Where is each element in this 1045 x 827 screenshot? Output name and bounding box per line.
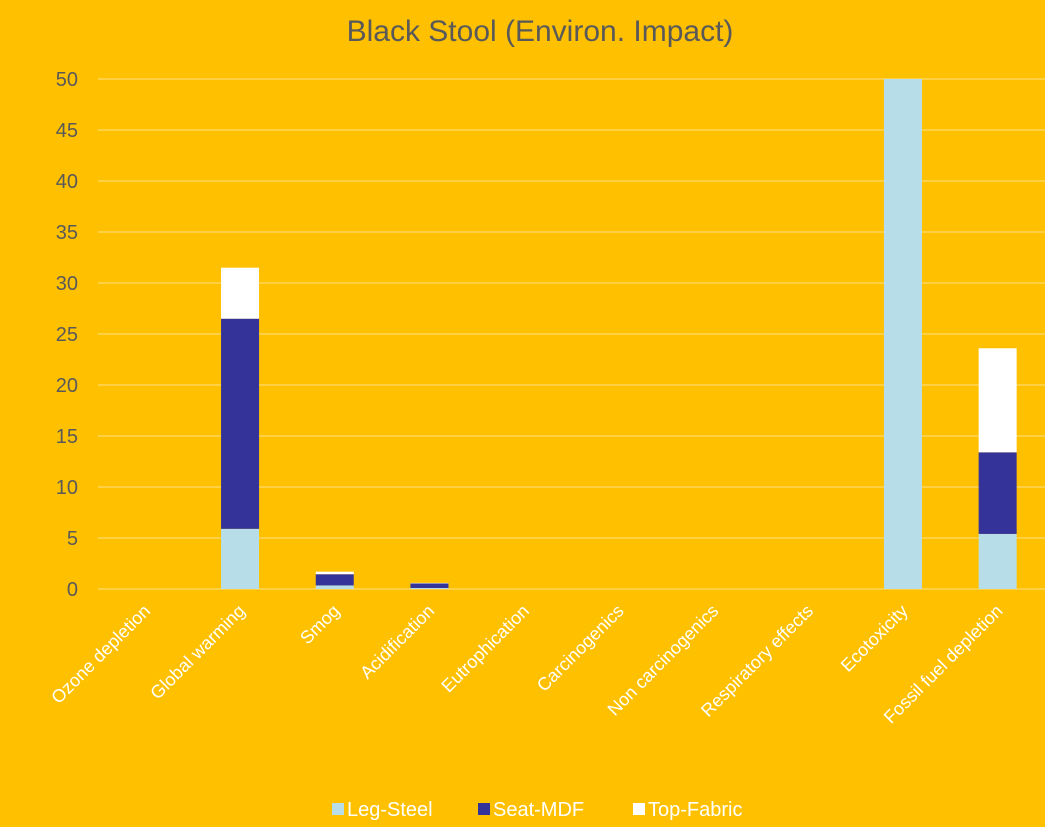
bar-segment bbox=[883, 79, 922, 589]
bar-segment bbox=[410, 587, 449, 589]
legend-label: Top-Fabric bbox=[648, 799, 742, 821]
y-tick-label: 5 bbox=[67, 528, 78, 550]
bar-segment bbox=[978, 348, 1017, 453]
legend-swatch bbox=[633, 803, 645, 815]
bar-segment bbox=[315, 571, 354, 575]
y-tick-label: 30 bbox=[56, 273, 78, 295]
bar-segment bbox=[410, 583, 449, 588]
x-tick-label: Ecotoxicity bbox=[837, 601, 912, 676]
legend: Leg-Steel Seat-MDF Top-Fabric bbox=[332, 799, 742, 821]
bar-segment bbox=[978, 452, 1017, 534]
y-tick-label: 25 bbox=[56, 324, 78, 346]
bar-segment bbox=[315, 585, 354, 589]
bar-segment bbox=[410, 582, 449, 584]
bars bbox=[221, 79, 1017, 589]
y-tick-label: 45 bbox=[56, 120, 78, 142]
y-tick-label: 0 bbox=[67, 579, 78, 601]
y-tick-label: 35 bbox=[56, 222, 78, 244]
x-tick-label: Smog bbox=[296, 601, 343, 648]
bar-segment bbox=[978, 533, 1017, 589]
x-tick-label: Carcinogenics bbox=[533, 601, 628, 696]
chart-title: Black Stool (Environ. Impact) bbox=[347, 15, 734, 48]
y-tick-label: 10 bbox=[56, 477, 78, 499]
legend-label: Seat-MDF bbox=[493, 799, 584, 821]
bar-segment bbox=[221, 528, 260, 589]
x-tick-label: Ozone depletion bbox=[47, 601, 154, 708]
x-tick-label: Eutrophication bbox=[437, 601, 533, 697]
legend-swatch bbox=[478, 803, 490, 815]
bar-segment bbox=[221, 318, 260, 529]
y-tick-label: 20 bbox=[56, 375, 78, 397]
legend-label: Leg-Steel bbox=[347, 799, 433, 821]
y-tick-label: 50 bbox=[56, 69, 78, 91]
y-tick-label: 40 bbox=[56, 171, 78, 193]
legend-swatch bbox=[332, 803, 344, 815]
y-tick-label: 15 bbox=[56, 426, 78, 448]
bar-segment bbox=[315, 574, 354, 586]
bar-segment bbox=[221, 267, 260, 319]
y-axis-ticks: 0 5 10 15 20 25 30 35 40 45 50 bbox=[56, 69, 78, 601]
x-tick-label: Acidification bbox=[356, 601, 438, 683]
x-tick-label: Global warming bbox=[146, 601, 249, 704]
